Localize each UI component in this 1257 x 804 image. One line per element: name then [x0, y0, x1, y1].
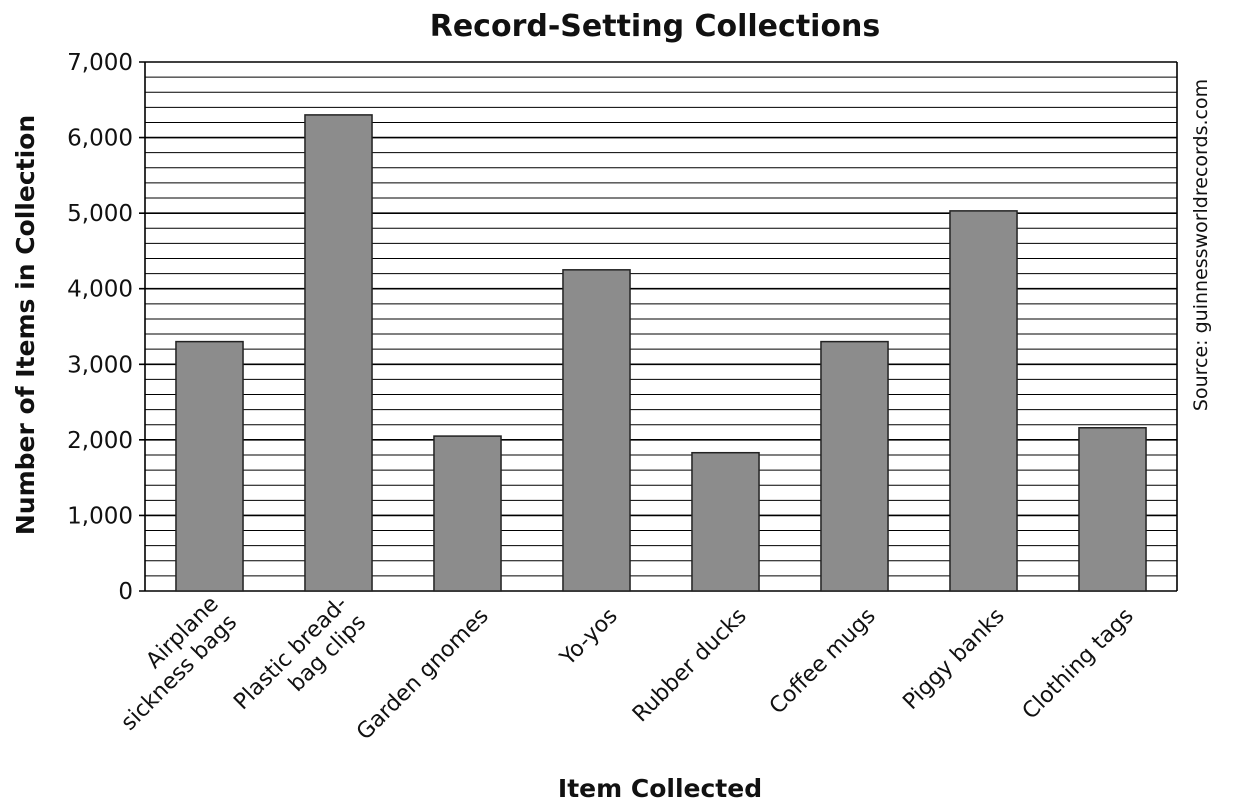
x-tick-label-line: Clothing tags — [1018, 604, 1139, 725]
x-tick-label: Yo-yos — [555, 604, 623, 672]
y-tick-label: 2,000 — [67, 428, 133, 454]
chart-title: Record-Setting Collections — [430, 9, 881, 44]
y-tick-label: 1,000 — [67, 503, 133, 529]
x-tick-label: Garden gnomes — [352, 604, 494, 746]
x-axis-title: Item Collected — [558, 774, 762, 803]
y-tick-label: 4,000 — [67, 277, 133, 303]
bar — [691, 451, 760, 592]
x-tick-label: Piggy banks — [898, 604, 1009, 715]
bar — [820, 340, 889, 592]
bar — [433, 435, 502, 592]
x-tick-label: Plastic bread-bag clips — [229, 592, 371, 734]
bar — [175, 340, 244, 592]
bar — [1078, 427, 1147, 592]
x-tick-label-line: Coffee mugs — [765, 604, 881, 720]
bar — [949, 210, 1018, 592]
x-tick-label-line: Rubber ducks — [628, 604, 752, 728]
y-tick-label: 3,000 — [67, 352, 133, 378]
x-tick-label-line: Garden gnomes — [352, 604, 494, 746]
y-tick-label: 5,000 — [67, 201, 133, 227]
x-tick-label-line: Piggy banks — [898, 604, 1009, 715]
y-tick-label: 0 — [118, 579, 133, 605]
x-tick-label-line: Yo-yos — [555, 604, 623, 672]
y-tick-label: 7,000 — [67, 50, 133, 76]
bar — [304, 114, 373, 592]
source-note: Source: guinnessworldrecords.com — [1190, 79, 1212, 411]
y-axis-title: Number of Items in Collection — [11, 115, 40, 535]
x-tick-label: Airplanesickness bags — [98, 592, 242, 736]
x-tick-label: Clothing tags — [1018, 604, 1139, 725]
bar — [562, 269, 631, 592]
x-tick-label: Coffee mugs — [765, 604, 881, 720]
x-tick-label: Rubber ducks — [628, 604, 752, 728]
y-tick-label: 6,000 — [67, 126, 133, 152]
